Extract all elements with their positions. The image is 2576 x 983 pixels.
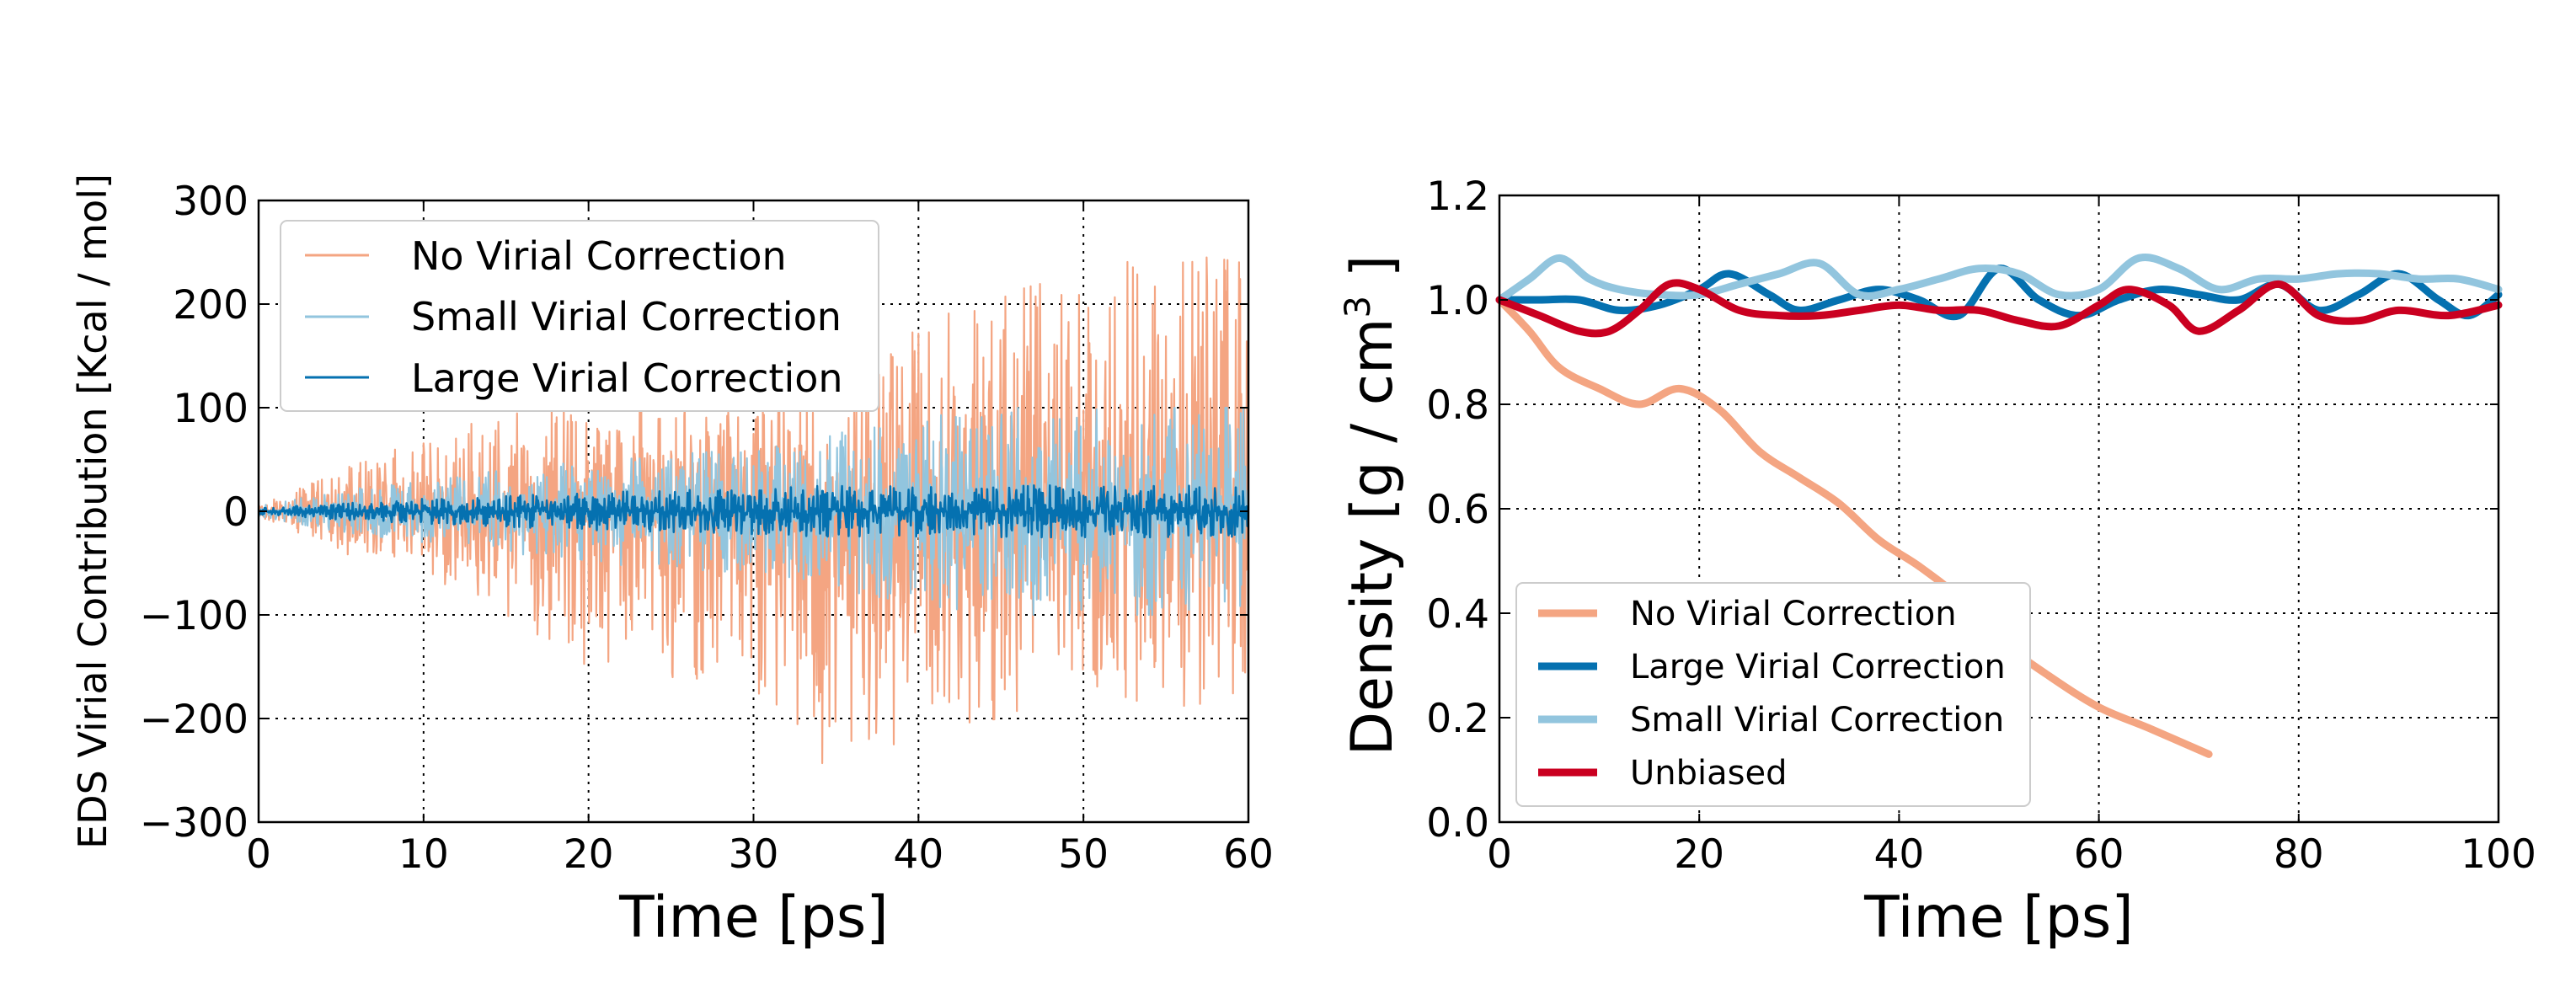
right-y-tick-label: 1.2	[1426, 174, 1489, 220]
left-x-tick-label: 30	[729, 831, 779, 878]
right-legend-label-small-virial: Small Virial Correction	[1630, 701, 2004, 740]
right-y-axis-title-superscript: 3	[1337, 296, 1378, 318]
right-series-small-virial-correction	[1495, 254, 2503, 304]
right-x-tick-label: 80	[2274, 831, 2324, 878]
left-y-tick-label: 200	[173, 282, 249, 329]
left-x-tick-label: 40	[893, 831, 943, 878]
right-y-tick-label: 0.0	[1426, 800, 1489, 847]
right-legend-label-large-virial: Large Virial Correction	[1630, 648, 2006, 686]
left-y-tick-label: −300	[140, 800, 249, 847]
left-chart: 0 10 20 30 40 50 60 300 200 100 0 −100 −200 −300 Time…	[70, 174, 1274, 951]
right-y-axis-title: Density [g / cm3 ]	[1337, 255, 1406, 756]
right-ticks: 0 20 40 60 80 100 1.2 1.0 0.8 0.6 0.4 0.2 0.0	[1426, 174, 2536, 878]
left-series-group	[257, 256, 1250, 765]
right-x-axis-title: Time [ps]	[1863, 884, 2134, 951]
left-series-large-virial-correction	[258, 484, 1249, 539]
left-x-tick-label: 50	[1058, 831, 1109, 878]
right-series-group	[1495, 254, 2503, 758]
right-x-tick-label: 40	[1873, 831, 1924, 878]
left-legend: No Virial Correction Small Virial Correc…	[280, 220, 879, 412]
left-y-tick-label: −100	[140, 593, 249, 639]
left-ticks: 0 10 20 30 40 50 60 300 200 100 0 −100 −200 −300	[140, 179, 1274, 878]
right-y-tick-label: 0.4	[1426, 591, 1489, 638]
right-legend: No Virial Correction Large Virial Correc…	[1515, 582, 2031, 807]
left-y-tick-label: 100	[173, 386, 249, 432]
right-legend-label-no-virial: No Virial Correction	[1630, 595, 1957, 633]
left-x-tick-label: 10	[398, 831, 449, 878]
right-x-tick-label: 20	[1674, 831, 1724, 878]
right-series-unbiased	[1495, 279, 2503, 338]
right-y-tick-label: 0.6	[1426, 487, 1489, 533]
right-y-axis-title-suffix: ]	[1339, 255, 1406, 296]
left-legend-label-large-virial: Large Virial Correction	[411, 355, 843, 401]
right-y-axis-title-main: Density [g / cm	[1339, 318, 1406, 756]
left-x-tick-label: 20	[564, 831, 614, 878]
right-legend-box	[1515, 582, 2031, 807]
right-y-tick-label: 1.0	[1426, 278, 1489, 324]
left-x-tick-label: 60	[1223, 831, 1274, 878]
left-series-small-virial-correction	[257, 406, 1250, 617]
right-x-tick-label: 60	[2074, 831, 2124, 878]
left-x-axis-title: Time [ps]	[618, 884, 889, 951]
left-legend-box	[280, 220, 879, 412]
left-y-tick-label: 300	[173, 179, 249, 225]
left-y-axis-title: EDS Virial Contribution [Kcal / mol]	[70, 174, 115, 849]
right-y-tick-label: 0.8	[1426, 382, 1489, 429]
left-legend-label-no-virial: No Virial Correction	[411, 233, 787, 279]
right-x-tick-label: 0	[1487, 831, 1512, 878]
left-x-tick-label: 0	[246, 831, 271, 878]
left-legend-label-small-virial: Small Virial Correction	[411, 294, 842, 339]
right-chart: 0 20 40 60 80 100 1.2 1.0 0.8 0.6 0.4 0.2 0.0 Time […	[1337, 174, 2536, 951]
right-x-tick-label: 100	[2461, 831, 2536, 878]
left-y-tick-label: 0	[223, 489, 249, 536]
right-y-tick-label: 0.2	[1426, 696, 1489, 742]
left-series-no-virial-correction	[257, 256, 1250, 765]
left-y-tick-label: −200	[140, 697, 249, 743]
right-series-no-virial-correction	[1495, 296, 2213, 758]
right-legend-label-unbiased: Unbiased	[1630, 754, 1787, 793]
